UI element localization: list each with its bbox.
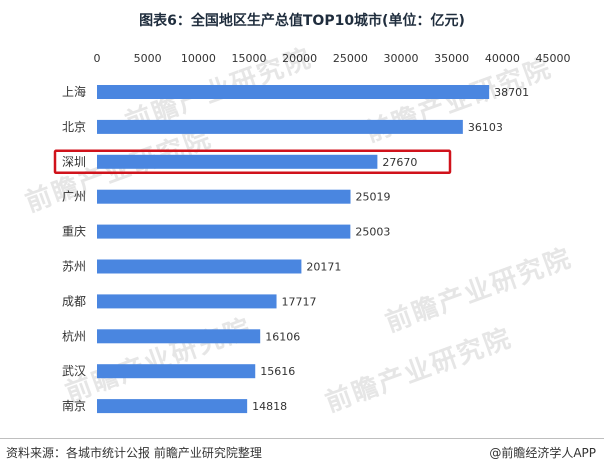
category-label: 重庆 bbox=[62, 225, 86, 239]
data-label: 25019 bbox=[356, 191, 391, 204]
data-label: 14818 bbox=[252, 400, 287, 413]
bar bbox=[97, 259, 302, 274]
category-label: 广州 bbox=[62, 190, 86, 204]
bar bbox=[97, 399, 248, 414]
x-tick-label: 5000 bbox=[134, 52, 162, 65]
data-label: 15616 bbox=[260, 365, 295, 378]
brand-label: @前瞻经济学人APP bbox=[489, 446, 596, 460]
x-tick-label: 45000 bbox=[536, 52, 571, 65]
data-label: 17717 bbox=[282, 295, 317, 308]
bar bbox=[97, 329, 261, 344]
data-label: 25003 bbox=[355, 226, 390, 239]
x-tick-label: 20000 bbox=[282, 52, 317, 65]
bar bbox=[97, 119, 463, 134]
x-tick-label: 10000 bbox=[181, 52, 216, 65]
data-label: 20171 bbox=[306, 261, 341, 274]
bar bbox=[97, 154, 378, 169]
highlight-box bbox=[53, 149, 452, 175]
chart-title: 图表6：全国地区生产总值TOP10城市(单位：亿元) bbox=[139, 13, 465, 29]
footer-divider bbox=[0, 438, 604, 439]
x-tick-label: 35000 bbox=[434, 52, 469, 65]
bar bbox=[97, 85, 490, 99]
x-tick-label: 0 bbox=[94, 52, 101, 65]
category-label: 北京 bbox=[62, 120, 86, 134]
category-label: 武汉 bbox=[62, 364, 86, 378]
data-label: 36103 bbox=[468, 121, 503, 134]
source-note: 资料来源：各城市统计公报 前瞻产业研究院整理 bbox=[6, 446, 262, 460]
category-label: 深圳 bbox=[62, 155, 86, 169]
data-label: 38701 bbox=[494, 86, 529, 99]
bar bbox=[97, 189, 351, 204]
bar bbox=[97, 224, 351, 239]
data-label: 27670 bbox=[382, 156, 417, 169]
bar-chart: 0 5000 10000 15000 20000 25000 30000 35000 40000… bbox=[53, 52, 571, 414]
x-tick-label: 25000 bbox=[333, 52, 368, 65]
bar bbox=[97, 364, 256, 379]
data-label: 16106 bbox=[265, 330, 300, 343]
category-label: 苏州 bbox=[62, 260, 86, 274]
category-label: 上海 bbox=[62, 84, 86, 99]
category-label: 杭州 bbox=[62, 328, 86, 343]
category-label: 成都 bbox=[62, 294, 86, 308]
x-tick-label: 30000 bbox=[384, 52, 419, 65]
x-tick-label: 40000 bbox=[485, 52, 520, 65]
x-tick-label: 15000 bbox=[232, 52, 267, 65]
bar bbox=[97, 294, 277, 309]
category-label: 南京 bbox=[62, 398, 86, 413]
